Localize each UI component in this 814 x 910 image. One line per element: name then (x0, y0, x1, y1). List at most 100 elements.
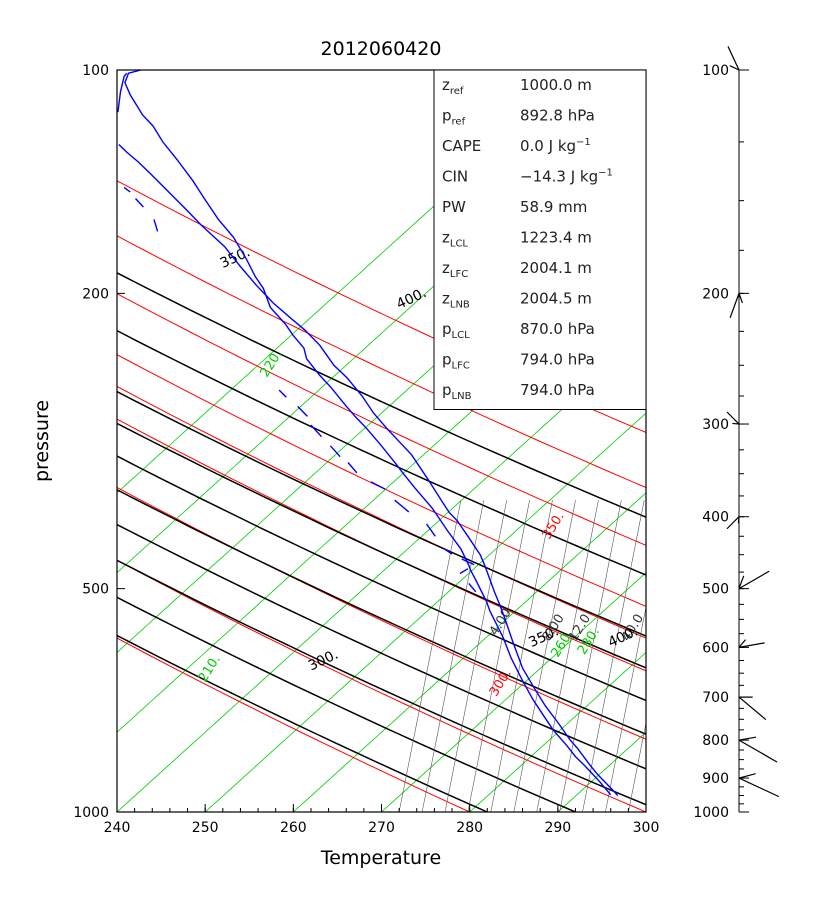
dry-adiabat-line (117, 637, 470, 812)
isotherm-line (469, 651, 646, 812)
wind-tick-label: 400 (702, 510, 729, 526)
wind-barb-flag (738, 293, 744, 304)
dry-adiabat-line (117, 418, 646, 672)
sounding_segment_c-segment (123, 186, 131, 193)
sounding_segment_b-segment (278, 389, 287, 398)
x-tick-label: 240 (104, 820, 131, 836)
wind-barb-shaft (738, 777, 780, 798)
reference-lines: 210.220.240.260.280.300.350.400.4.008.00… (117, 75, 646, 812)
info-value: 0.0 J kg−1 (520, 137, 591, 155)
info-key-symbol: p (442, 320, 452, 338)
mixing-ratio-line (444, 500, 507, 812)
wind-tick-label: 300 (702, 417, 729, 433)
info-value-text: 892.8 hPa (520, 107, 595, 125)
dry-adiabat-line (117, 559, 646, 812)
wind-barb-shaft (726, 411, 740, 425)
wind-tick-label: 200 (702, 286, 729, 302)
info-key-symbol: CAPE (442, 137, 481, 155)
info-key-symbol: CIN (442, 168, 468, 186)
sounding_segment_b-segment (310, 424, 323, 438)
sounding_segment_b-segment (425, 523, 436, 537)
sounding_segment_b-segment (297, 405, 308, 417)
isotherm-line (381, 572, 646, 812)
theta-e-line (117, 422, 646, 669)
info-value: 1223.4 m (520, 229, 592, 247)
sounding_segment_b-segment (442, 547, 453, 555)
x-tick-label: 270 (368, 820, 395, 836)
y-tick-label: 100 (82, 63, 109, 79)
info-key-subscript: ref (452, 117, 466, 128)
info-value: 2004.1 m (520, 259, 592, 277)
wind-barb-flag (738, 639, 747, 648)
wind-barb-shaft (729, 293, 740, 319)
info-key-symbol: z (442, 259, 450, 277)
info-value-text: −14.3 J kg (520, 168, 598, 186)
info-key: pLNB (442, 381, 472, 402)
reference-line-label: 350. (540, 510, 568, 543)
sounding_segment_b-segment (461, 558, 475, 566)
isotherm-line (204, 412, 646, 812)
sounding_segment_b-segment (468, 582, 477, 593)
theta-e-line (117, 329, 646, 576)
sounding_profile_1-line (118, 143, 619, 796)
info-key-symbol: z (442, 229, 450, 247)
sounding_segment_b-segment (370, 481, 386, 490)
y-axis-label: pressure (31, 400, 53, 482)
theta-e-line (117, 390, 646, 637)
info-key-subscript: ref (450, 86, 464, 97)
wind-profile: 100 200 300 400 500 600 700 800 900 1000 (693, 46, 780, 821)
dry-adiabat-line (117, 486, 646, 740)
info-key-symbol: p (442, 381, 452, 399)
dry-adiabat-line (117, 235, 646, 489)
info-key: CIN (442, 168, 468, 186)
x-tick-label: 280 (456, 820, 483, 836)
sounding_profile_3-line (117, 72, 128, 113)
info-value-text: 1000.0 m (520, 76, 592, 94)
info-value: 870.0 hPa (520, 320, 595, 338)
info-key: zLNB (442, 290, 470, 311)
mixing-ratio-line (536, 500, 599, 812)
wind-barb-shaft (738, 642, 765, 648)
mixing-ratio-line (605, 605, 646, 812)
y-tick-label: 200 (82, 286, 109, 302)
info-key-subscript: LFC (452, 361, 470, 372)
mixing-ratio-line (628, 721, 646, 812)
info-key: CAPE (442, 137, 481, 155)
wind-tick-label: 100 (702, 63, 729, 79)
theta-e-line (117, 634, 488, 812)
info-key: pLCL (442, 320, 470, 341)
reference-line-label: 220. (258, 348, 286, 381)
wind-barb-flag (738, 736, 757, 741)
info-key: pLFC (442, 351, 470, 372)
mixing-ratio-line (513, 500, 576, 812)
info-value-text: 0.0 J kg (520, 137, 576, 155)
sounding_segment_b-segment (329, 445, 341, 458)
wind-barb-shaft (726, 516, 740, 530)
x-tick-label: 250 (192, 820, 219, 836)
info-key-symbol: PW (442, 198, 466, 216)
x-tick-label: 260 (280, 820, 307, 836)
y-tick-label: 1000 (73, 805, 109, 821)
info-value-text: 58.9 mm (520, 198, 587, 216)
mixing-ratio-line (559, 500, 622, 812)
info-key-subscript: LCL (452, 330, 471, 341)
info-value-text: 870.0 hPa (520, 320, 595, 338)
wind-barb-shaft (727, 46, 740, 71)
y-tick-label: 500 (82, 582, 109, 598)
sounding-series (117, 70, 619, 796)
mixing-ratio-line (467, 500, 530, 812)
info-value-text: 2004.1 m (520, 259, 592, 277)
info-value-text: 1223.4 m (520, 229, 592, 247)
dry-adiabat-line (117, 354, 646, 607)
theta-e-line (117, 455, 646, 702)
info-value: −14.3 J kg−1 (520, 168, 613, 186)
info-key-subscript: LNB (450, 300, 470, 311)
info-key-symbol: z (442, 290, 450, 308)
sounding_segment_c-segment (134, 198, 144, 208)
wind-barb-flag (738, 575, 745, 589)
wind-tick-label: 700 (702, 690, 729, 706)
info-key-subscript: LNB (452, 391, 472, 402)
info-value-text: 794.0 hPa (520, 381, 595, 399)
wind-barb-shaft (738, 696, 767, 721)
